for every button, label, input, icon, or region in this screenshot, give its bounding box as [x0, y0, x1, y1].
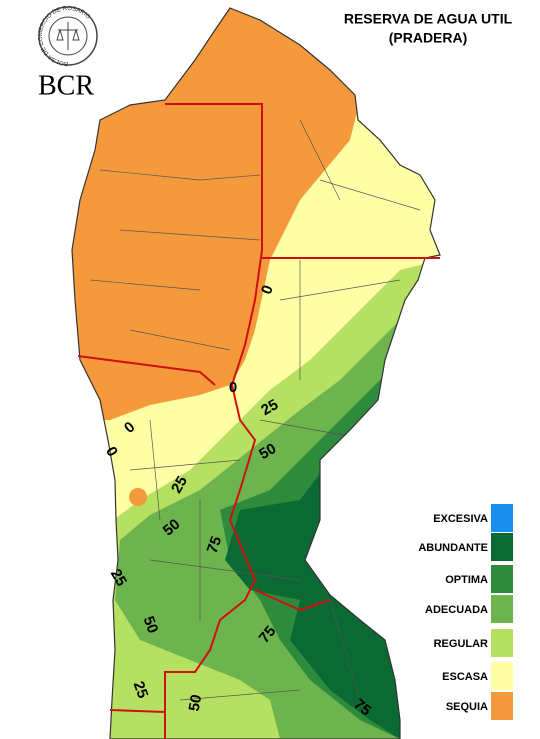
logo-text: BCR: [38, 70, 94, 101]
legend-swatch: [491, 692, 513, 720]
contour-label: 25: [107, 566, 130, 589]
department-lines: [89, 119, 421, 701]
legend-swatch: [491, 662, 513, 690]
legend-label: ADECUADA: [425, 604, 488, 616]
title: RESERVA DE AGUA UTIL: [344, 11, 513, 27]
legend: EXCESIVA ABUNDANTE OPTIMA ADECUADA REGULAR ES…: [418, 504, 513, 720]
legend-label: SEQUIA: [446, 701, 488, 713]
legend-label: ABUNDANTE: [418, 542, 488, 554]
contour-label: 50: [140, 614, 162, 635]
legend-swatch: [491, 504, 513, 532]
legend-label: EXCESIVA: [433, 513, 488, 525]
zone-abundante: [225, 460, 420, 739]
zone-sequia: [72, 8, 360, 420]
contour-label: 50: [186, 693, 206, 712]
zone-sequia-spot: [129, 488, 147, 506]
legend-swatch: [491, 565, 513, 593]
legend-swatch: [491, 629, 513, 657]
contour-label: 0: [229, 379, 237, 396]
logo: BOLSA DE COMERCIO DE ROSARIO BCR: [38, 6, 98, 101]
contour-label: 75: [204, 534, 226, 555]
logo-ring: BOLSA DE COMERCIO DE ROSARIO: [38, 6, 91, 66]
legend-label: REGULAR: [434, 638, 488, 650]
contour-label: 25: [168, 473, 191, 496]
legend-label: OPTIMA: [445, 574, 488, 586]
legend-swatch: [491, 595, 513, 623]
subtitle: (PRADERA): [389, 30, 468, 46]
contour-label: 25: [258, 396, 281, 419]
legend-label: ESCASA: [442, 671, 488, 683]
contour-label: 50: [256, 440, 279, 463]
logo-ring-text: BOLSA DE COMERCIO DE ROSARIO: [38, 6, 91, 66]
legend-swatch: [491, 533, 513, 561]
contour-label: 25: [130, 679, 152, 700]
